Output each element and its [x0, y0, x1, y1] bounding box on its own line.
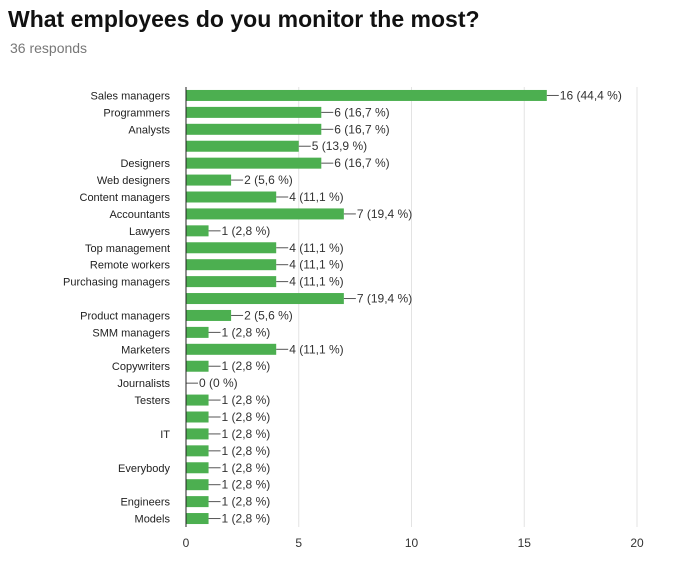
data-label: 7 (19,4 %) [357, 207, 412, 221]
x-tick-label: 5 [295, 536, 302, 550]
data-label: 1 (2,8 %) [222, 495, 271, 509]
data-label: 4 (11,1 %) [289, 190, 343, 204]
x-tick-label: 10 [405, 536, 419, 550]
chart-title: What employees do you monitor the most? [8, 6, 480, 32]
data-label: 7 (19,4 %) [357, 292, 412, 306]
category-label: Purchasing managers [63, 277, 171, 289]
data-label: 4 (11,1 %) [289, 342, 343, 356]
bar [186, 89, 547, 101]
category-label: Analysts [128, 124, 170, 136]
data-label: 4 (11,1 %) [289, 241, 343, 255]
category-label: Models [135, 514, 171, 526]
category-label: Product managers [80, 310, 170, 322]
x-tick-label: 15 [518, 536, 532, 550]
bar [186, 259, 277, 271]
bar [186, 513, 209, 525]
bar [186, 242, 277, 254]
data-label: 4 (11,1 %) [289, 258, 343, 272]
x-tick-label: 20 [630, 536, 644, 550]
category-label: Content managers [80, 192, 171, 204]
category-label: SMM managers [92, 327, 170, 339]
data-label: 1 (2,8 %) [222, 512, 271, 526]
data-label: 1 (2,8 %) [222, 427, 271, 441]
bar [186, 496, 209, 508]
category-label: Copywriters [112, 361, 171, 373]
bar [186, 225, 209, 237]
bar [186, 309, 232, 321]
data-label: 2 (5,6 %) [244, 173, 293, 187]
bar [186, 462, 209, 474]
data-label: 1 (2,8 %) [222, 444, 271, 458]
bar [186, 360, 209, 372]
bar [186, 326, 209, 338]
bar [186, 411, 209, 423]
data-label: 1 (2,8 %) [222, 224, 271, 238]
category-label: Marketers [121, 344, 170, 356]
bar [186, 123, 322, 135]
bar [186, 428, 209, 440]
data-label: 5 (13,9 %) [312, 139, 367, 153]
bar [186, 479, 209, 491]
data-label: 6 (16,7 %) [334, 156, 389, 170]
category-label: IT [160, 429, 170, 441]
bar [186, 174, 232, 186]
category-label: Journalists [117, 378, 170, 390]
category-label: Lawyers [129, 226, 170, 238]
category-label: Sales managers [91, 90, 171, 102]
bar [186, 208, 344, 220]
bar [186, 445, 209, 457]
data-label: 1 (2,8 %) [222, 393, 271, 407]
bar [186, 276, 277, 288]
data-label: 0 (0 %) [199, 376, 238, 390]
data-label: 6 (16,7 %) [334, 122, 389, 136]
data-label: 4 (11,1 %) [289, 275, 343, 289]
bar [186, 343, 277, 355]
data-label: 1 (2,8 %) [222, 478, 271, 492]
data-label: 2 (5,6 %) [244, 308, 293, 322]
category-label: Everybody [118, 463, 170, 475]
bar [186, 157, 322, 169]
bar [186, 140, 299, 152]
bar [186, 394, 209, 406]
data-label: 6 (16,7 %) [334, 105, 389, 119]
category-label: Programmers [103, 107, 170, 119]
category-label: Designers [120, 158, 170, 170]
response-count: 36 responds [10, 40, 88, 56]
category-label: Remote workers [90, 260, 171, 272]
bar [186, 191, 277, 203]
data-label: 1 (2,8 %) [222, 325, 271, 339]
x-tick-label: 0 [183, 536, 190, 550]
category-label: Accountants [109, 209, 170, 221]
data-label: 1 (2,8 %) [222, 461, 271, 475]
data-label: 16 (44,4 %) [560, 88, 622, 102]
data-label: 1 (2,8 %) [222, 359, 271, 373]
bar [186, 293, 344, 305]
category-label: Engineers [120, 497, 170, 509]
bar [186, 106, 322, 118]
category-label: Top management [85, 243, 170, 255]
category-label: Web designers [97, 175, 171, 187]
data-label: 1 (2,8 %) [222, 410, 271, 424]
category-label: Testers [135, 395, 171, 407]
